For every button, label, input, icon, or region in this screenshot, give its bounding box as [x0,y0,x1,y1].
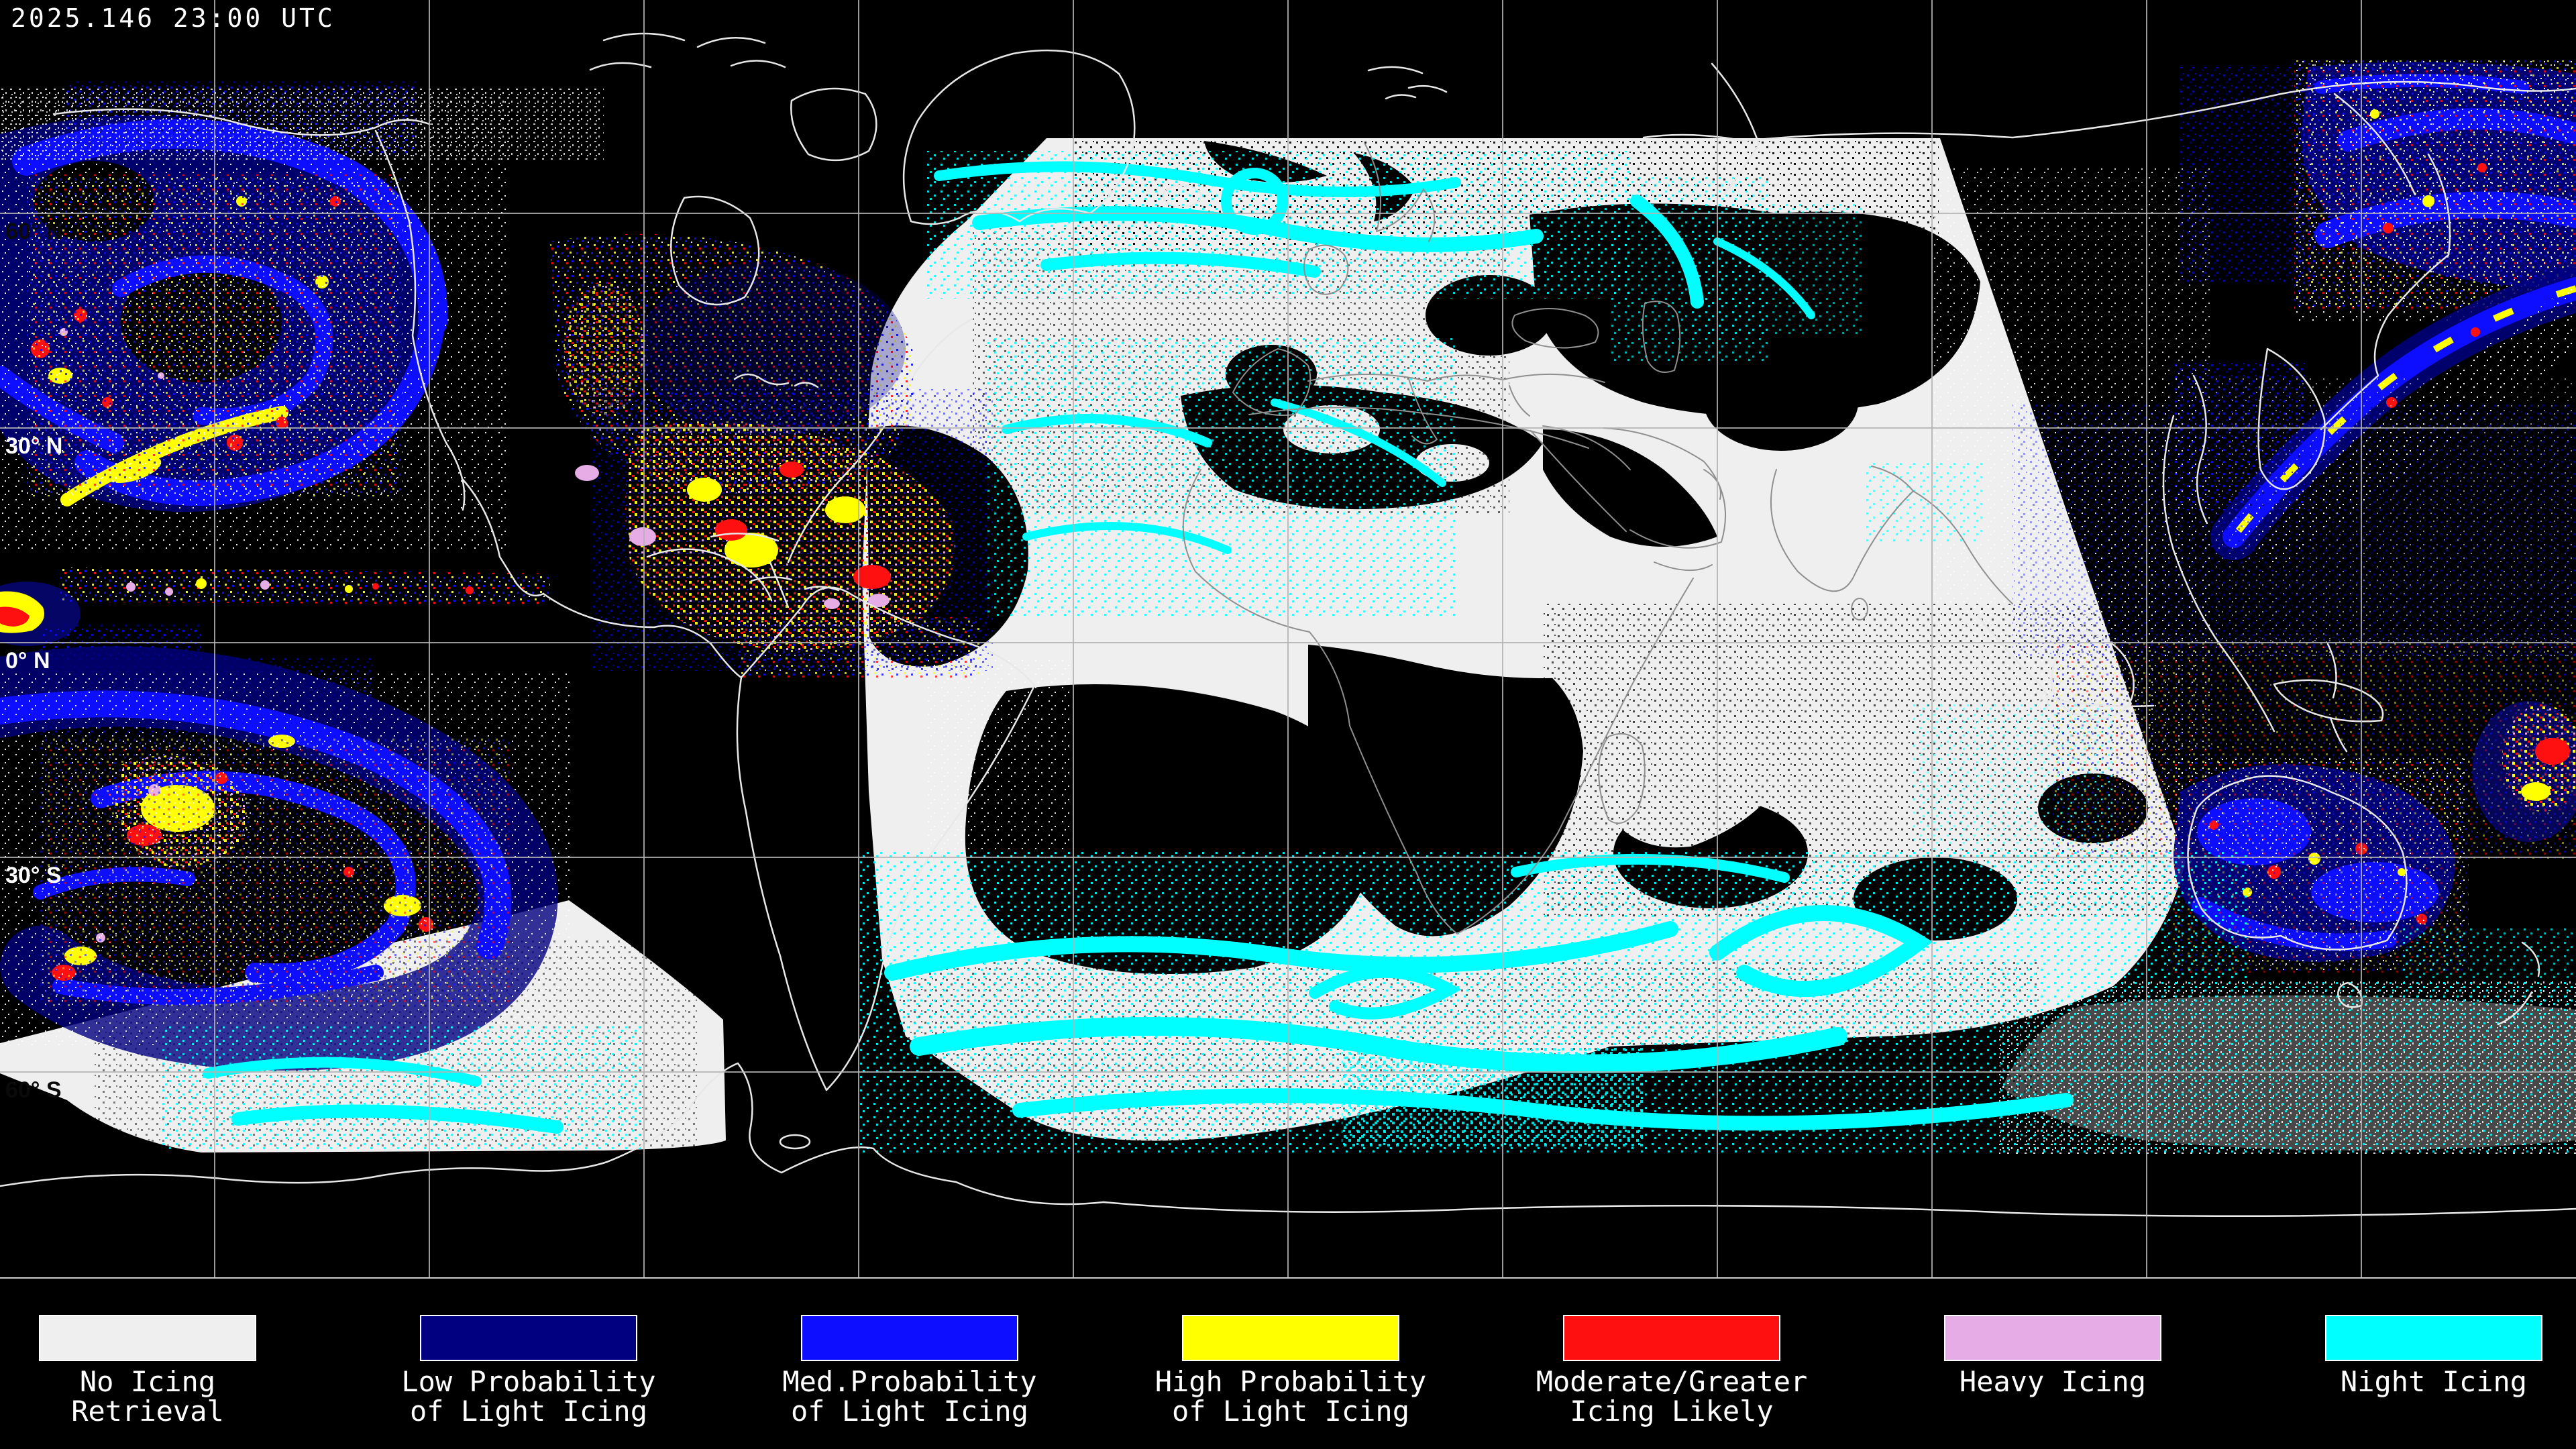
legend-swatch-med-probability [801,1315,1018,1361]
legend-label: High Probability [1155,1365,1427,1398]
legend-swatch-night-icing [2325,1315,2542,1361]
legend-label: Med.Probability [782,1365,1036,1398]
legend-label: Heavy Icing [1960,1365,2146,1398]
legend: No Icing Retrieval Low Probability of Li… [0,1288,2576,1449]
legend-label: Night Icing [2341,1365,2527,1398]
lat-label-30s: 30° S [5,863,62,888]
legend-label: of Light Icing [1172,1395,1409,1428]
legend-label: No Icing [80,1365,215,1398]
legend-swatch-high-probability [1182,1315,1399,1361]
lat-label-30n: 30° N [5,433,62,459]
lat-label-0n: 0° N [5,648,50,674]
lat-label-60n: 60° N [5,219,62,244]
timestamp-label: 2025.146 23:00 UTC [11,3,335,33]
legend-swatch-low-probability [420,1315,637,1361]
legend-label: Moderate/Greater [1536,1365,1808,1398]
night-icing-cyan-layer [161,151,2576,1154]
legend-label: Retrieval [71,1395,224,1428]
legend-label: of Light Icing [791,1395,1028,1428]
graticule [0,0,2576,1279]
legend-swatch-heavy-icing [1944,1315,2161,1361]
legend-swatch-moderate-greater [1563,1315,1780,1361]
latitude-labels: 60° N 30° N 0° N 30° S 60° S [5,219,62,1103]
legend-label: Icing Likely [1570,1395,1773,1428]
legend-label: Low Probability [401,1365,655,1398]
legend-swatch-no-icing [39,1315,256,1361]
coastlines-night [0,32,2576,1299]
legend-label: of Light Icing [410,1395,647,1428]
lat-label-60s: 60° S [5,1077,62,1103]
coastlines-day [1182,144,2013,934]
